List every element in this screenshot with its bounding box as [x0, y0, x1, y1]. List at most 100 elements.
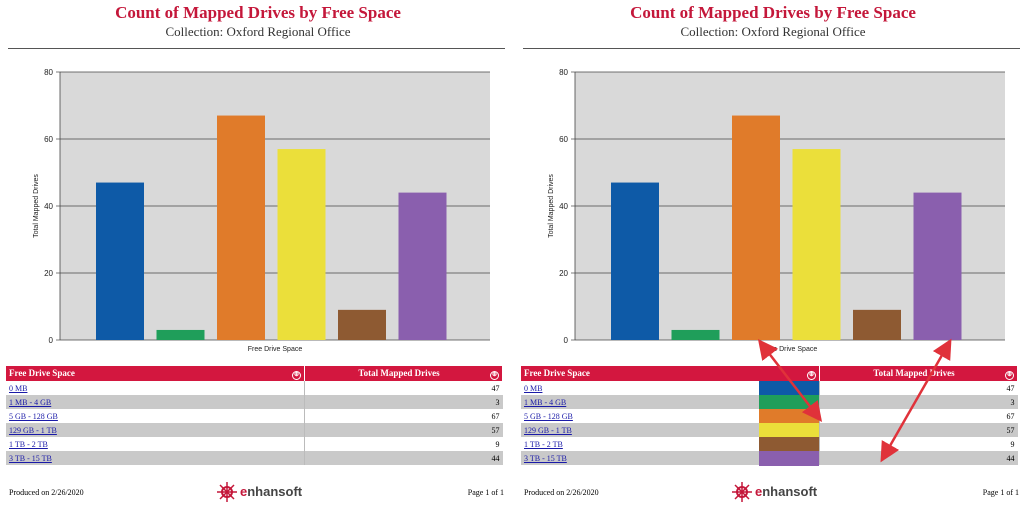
row-category-cell: 3 TB - 15 TB: [521, 451, 820, 466]
category-link[interactable]: 1 MB - 4 GB: [9, 397, 52, 407]
sort-icon[interactable]: ⊕: [807, 370, 816, 380]
y-tick-label: 80: [44, 68, 53, 77]
row-value-cell: 44: [304, 451, 503, 465]
logo-wordmark: enhansoft: [240, 484, 302, 499]
column-header-label: Free Drive Space: [9, 367, 75, 378]
bar-4: [338, 309, 386, 340]
page-number: Page 1 of 1: [467, 488, 504, 497]
row-category-cell: 5 GB - 128 GB: [521, 409, 820, 424]
table-row: 3 TB - 15 TB 44: [6, 451, 503, 465]
logo-letter: e: [240, 484, 248, 499]
row-category-cell: 1 TB - 2 TB: [6, 437, 305, 451]
category-link[interactable]: 129 GB - 1 TB: [524, 425, 572, 435]
table-row: 5 GB - 128 GB 67: [521, 409, 1018, 424]
sort-icon[interactable]: ⊕: [490, 370, 499, 380]
bar-chart: 0 20 40 60 80 Free Drive Space Total Mapped Dr…: [33, 68, 490, 353]
report-subtitle: Collection: Oxford Regional Office: [165, 24, 351, 39]
column-header-free-drive-space[interactable]: Free Drive Space ⊕: [6, 366, 305, 381]
report-panel-left: Count of Mapped Drives by Free Space Col…: [6, 0, 510, 510]
x-axis-label: Free Drive Space: [248, 346, 303, 353]
y-tick-label: 40: [44, 202, 53, 211]
category-link[interactable]: 0 MB: [524, 383, 543, 393]
row-value-cell: 57: [819, 423, 1018, 437]
color-swatch: [759, 381, 819, 396]
row-category-cell: 1 MB - 4 GB: [521, 395, 820, 410]
logo-mark-icon: [217, 482, 237, 502]
y-tick-label: 0: [564, 336, 569, 345]
category-link[interactable]: 5 GB - 128 GB: [9, 411, 58, 421]
bar-1: [671, 329, 720, 340]
category-link[interactable]: 3 TB - 15 TB: [9, 453, 52, 463]
row-category-cell: 3 TB - 15 TB: [6, 451, 305, 465]
logo-letter: e: [755, 484, 763, 499]
sort-icon[interactable]: ⊕: [1005, 370, 1014, 380]
logo-brand: nhansoft: [762, 484, 818, 499]
row-category-cell: 5 GB - 128 GB: [6, 409, 305, 423]
row-category-cell: 1 TB - 2 TB: [521, 437, 820, 452]
table-row: 129 GB - 1 TB 57: [521, 423, 1018, 438]
row-value-cell: 67: [1006, 411, 1015, 421]
column-header-label: Free Drive Space: [524, 367, 590, 378]
title-divider: [8, 48, 505, 49]
row-value-cell: 67: [491, 411, 500, 421]
row-value-cell: 3: [304, 395, 503, 409]
enhansoft-logo: enhansoft: [216, 481, 302, 503]
bar-4: [853, 309, 901, 340]
row-category-cell: 1 MB - 4 GB: [6, 395, 305, 409]
bar-0: [96, 182, 144, 340]
y-tick-label: 80: [559, 68, 568, 77]
produced-date: Produced on 2/26/2020: [9, 488, 84, 497]
row-category-cell: 129 GB - 1 TB: [6, 423, 305, 437]
row-value-cell: 47: [1006, 383, 1015, 393]
enhansoft-logo: enhansoft: [731, 481, 817, 503]
table-row: 1 TB - 2 TB 9: [521, 437, 1018, 452]
row-value-cell: 44: [819, 451, 1018, 465]
row-category-cell: 0 MB: [521, 381, 820, 396]
bar-chart: 0 20 40 60 80 Free Drive Space Total Mapped Dr…: [548, 68, 1005, 353]
bar-5: [913, 192, 962, 340]
title-divider: [523, 48, 1020, 49]
bar-5: [398, 192, 447, 340]
data-table: Free Drive Space ⊕ Total Mapped Drives ⊕ 0…: [521, 366, 1018, 466]
row-value-cell: 9: [1010, 439, 1015, 449]
sort-icon[interactable]: ⊕: [292, 370, 301, 380]
category-link[interactable]: 1 MB - 4 GB: [524, 397, 567, 407]
row-value-cell: 3: [819, 395, 1018, 409]
x-axis-label: Free Drive Space: [763, 346, 818, 353]
y-tick-label: 60: [559, 135, 568, 144]
category-link[interactable]: 5 GB - 128 GB: [524, 411, 573, 421]
column-header-label: Total Mapped Drives: [358, 367, 440, 378]
category-link[interactable]: 0 MB: [9, 383, 28, 393]
table-row: 0 MB 47: [521, 381, 1018, 396]
table-row: 0 MB 47: [6, 381, 503, 395]
color-swatch: [759, 451, 819, 466]
column-header-total-mapped-drives[interactable]: Total Mapped Drives ⊕: [819, 366, 1018, 381]
y-tick-label: 20: [44, 269, 53, 278]
color-swatch: [759, 437, 819, 452]
data-table: Free Drive Space ⊕ Total Mapped Drives ⊕ 0…: [6, 366, 503, 465]
bar-3: [277, 149, 326, 340]
column-header-total-mapped-drives[interactable]: Total Mapped Drives ⊕: [304, 366, 503, 381]
table-row: 1 MB - 4 GB 3: [6, 395, 503, 409]
color-swatch: [759, 409, 819, 424]
color-swatch: [759, 395, 819, 410]
y-axis-label: Total Mapped Drives: [33, 174, 40, 238]
table-row: 1 TB - 2 TB 9: [6, 437, 503, 451]
page-number: Page 1 of 1: [982, 488, 1019, 497]
category-link[interactable]: 1 TB - 2 TB: [524, 439, 563, 449]
bar-2: [732, 115, 780, 340]
logo-wordmark: enhansoft: [755, 484, 817, 499]
bar-0: [611, 182, 659, 340]
column-header-free-drive-space[interactable]: Free Drive Space ⊕: [521, 366, 820, 381]
row-value-cell: 47: [491, 383, 500, 393]
bar-2: [217, 115, 265, 340]
table-row: 1 MB - 4 GB 3: [521, 395, 1018, 410]
report-panel-right: Count of Mapped Drives by Free Space Col…: [521, 0, 1024, 510]
table-row: 5 GB - 128 GB 67: [6, 409, 503, 423]
bar-3: [792, 149, 841, 340]
category-link[interactable]: 3 TB - 15 TB: [524, 453, 567, 463]
category-link[interactable]: 129 GB - 1 TB: [9, 425, 57, 435]
report-title: Count of Mapped Drives by Free Space: [630, 3, 916, 22]
category-link[interactable]: 1 TB - 2 TB: [9, 439, 48, 449]
row-value-cell: 57: [304, 423, 503, 437]
